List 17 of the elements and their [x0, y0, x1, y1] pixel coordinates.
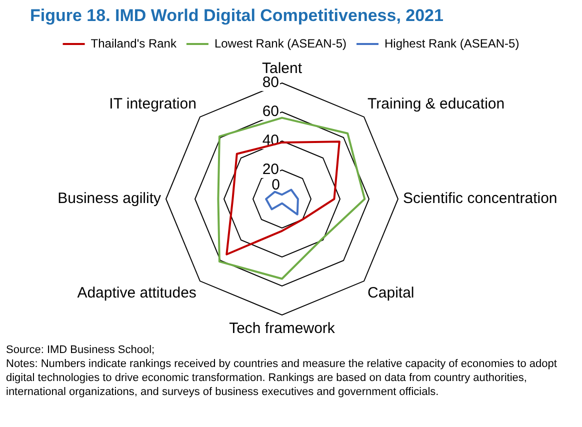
- legend-label: Highest Rank (ASEAN-5): [384, 36, 520, 50]
- legend-label: Thailand's Rank: [90, 36, 178, 50]
- chart-title: Figure 18. IMD World Digital Competitiveness, 2021: [29, 5, 444, 27]
- spoke-label: Business agility: [58, 190, 162, 208]
- spoke-label: IT integration: [109, 96, 196, 113]
- y-tick-label: 80: [262, 74, 279, 92]
- spoke-label: Scientific concentration: [403, 190, 558, 208]
- spoke-label: Adaptive attitudes: [77, 284, 196, 302]
- spoke-label: Training & education: [368, 96, 505, 113]
- source-note: Source: IMD Business School;: [6, 343, 156, 357]
- spoke-label: Capital: [368, 284, 414, 302]
- y-tick-label: 60: [262, 103, 279, 120]
- text: Notes: Numbers indicate rankings received by countries and measure the relative capacity of economies to adopt digital technologies to drive economic transformation. Rankings are based on data from country authorities, international organizations, and surveys of business executives and government officials.: [6, 357, 558, 399]
- spoke-label: Tech framework: [229, 320, 336, 338]
- y-tick-label: 20: [262, 161, 279, 178]
- legend-label: Lowest Rank (ASEAN-5): [214, 36, 347, 50]
- y-tick-label: 0: [272, 176, 280, 194]
